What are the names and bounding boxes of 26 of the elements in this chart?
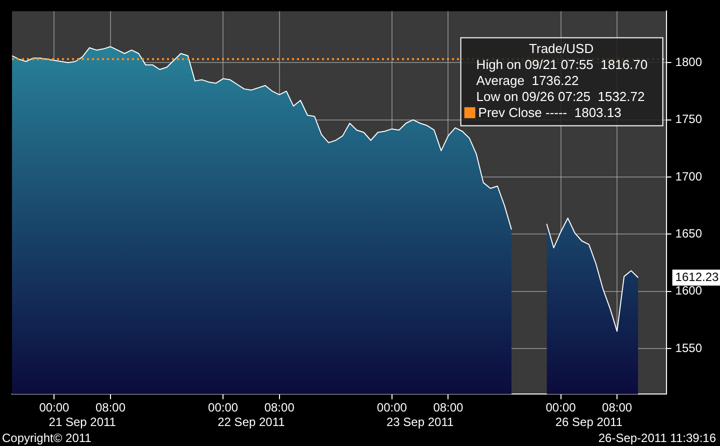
x-tick-label: 08:00 [95, 400, 126, 415]
legend-title: Trade/USD [529, 40, 594, 56]
y-tick-label: 1550 [675, 340, 702, 355]
y-tick-label: 1700 [675, 169, 702, 184]
x-tick-label: 00:00 [376, 400, 408, 415]
x-tick-label: 26 Sep 2011 [555, 415, 623, 430]
annotation: Low on 09/26 07:25 1532.72 [476, 88, 645, 104]
text: Copyright© 2011 [2, 431, 92, 445]
legend-label: Prev Close ----- 1803.13 [478, 104, 622, 120]
x-tick-label: 08:00 [602, 400, 632, 415]
y-tick-label: 1800 [675, 54, 702, 69]
y-tick-label: 1750 [675, 112, 702, 126]
annotation: High on 09/21 07:55 1816.70 [476, 56, 648, 72]
x-tick-label: 22 Sep 2011 [218, 415, 286, 430]
y-tick-label: 1650 [675, 226, 702, 240]
text: 1612.23 [675, 270, 720, 284]
x-tick-label: 00:00 [208, 400, 238, 415]
text: 26-Sep-2011 11:39:16 [598, 431, 716, 445]
x-tick-label: 00:00 [546, 400, 576, 415]
x-tick-label: 21 Sep 2011 [48, 415, 116, 430]
x-tick-label: 08:00 [264, 400, 295, 415]
x-tick-label: 08:00 [433, 400, 464, 415]
x-tick-label: 00:00 [39, 400, 70, 415]
y-tick-label: 1600 [675, 284, 702, 298]
x-tick-label: 23 Sep 2011 [386, 415, 454, 430]
annotation: Average 1736.22 [476, 72, 579, 88]
